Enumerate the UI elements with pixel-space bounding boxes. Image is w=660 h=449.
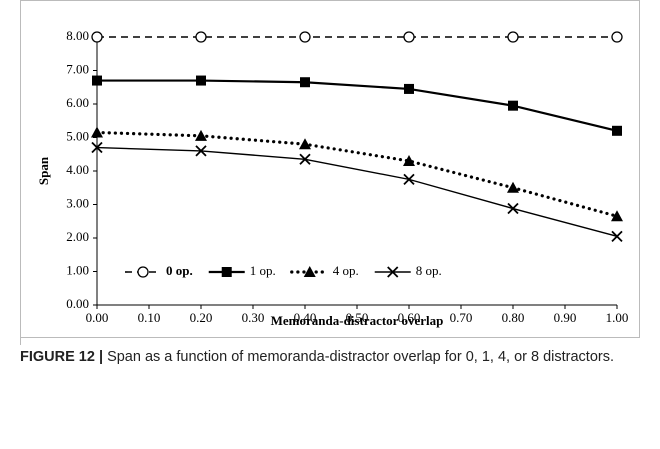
marker-shape [195, 31, 207, 43]
marker-shape [299, 31, 311, 43]
x-tick-label: 0.90 [554, 310, 577, 325]
marker-shape [611, 210, 623, 222]
y-tick-label: 1.00 [66, 262, 89, 277]
marker-shape [221, 267, 232, 277]
caption-label: FIGURE 12 | [20, 349, 104, 365]
marker [507, 202, 519, 215]
x-tick-label: 1.00 [606, 310, 629, 325]
marker-shape [403, 173, 415, 186]
marker [612, 125, 622, 136]
series-line [97, 79, 618, 132]
marker [196, 75, 206, 86]
marker [403, 154, 415, 166]
y-tick-label: 2.00 [66, 229, 89, 244]
marker [300, 77, 310, 88]
legend-label: 4 op. [333, 263, 359, 278]
marker-shape [92, 75, 102, 86]
series-line [95, 130, 619, 218]
marker-shape [91, 31, 103, 43]
marker-shape [300, 77, 310, 88]
marker [91, 31, 103, 43]
marker [303, 266, 316, 277]
x-tick-label: 0.60 [398, 310, 421, 325]
y-tick-label: 8.00 [66, 28, 89, 43]
marker [508, 100, 518, 111]
marker-shape [196, 75, 206, 86]
marker-shape [303, 266, 316, 277]
y-axis-label: Span [36, 156, 51, 185]
caption: FIGURE 12 | Span as a function of memora… [20, 345, 635, 369]
marker [221, 267, 232, 277]
marker [91, 126, 103, 138]
x-tick-label: 0.50 [346, 310, 369, 325]
series-line [96, 146, 618, 238]
legend-item: 4 op. [290, 263, 359, 278]
marker-shape [137, 266, 149, 278]
marker [91, 141, 103, 154]
marker-shape [404, 83, 414, 94]
x-tick-label: 0.40 [294, 310, 317, 325]
marker-shape [299, 153, 311, 165]
marker-shape [195, 129, 207, 141]
chart-frame [20, 0, 640, 338]
x-tick-label: 0.30 [242, 310, 265, 325]
y-tick-label: 5.00 [66, 128, 89, 143]
legend-label: 8 op. [416, 263, 442, 278]
marker-shape [91, 141, 103, 154]
marker [92, 75, 102, 86]
marker [387, 266, 399, 278]
marker-shape [612, 125, 622, 136]
marker-shape [507, 181, 519, 193]
marker [299, 31, 311, 43]
marker [404, 83, 414, 94]
y-tick-label: 7.00 [66, 61, 89, 76]
marker-shape [387, 266, 399, 278]
marker [611, 31, 623, 43]
marker [299, 153, 311, 165]
marker-shape [195, 145, 207, 157]
marker-shape [508, 100, 518, 111]
marker [507, 181, 519, 193]
marker-shape [91, 126, 103, 138]
marker-shape [507, 31, 519, 43]
y-tick-label: 3.00 [66, 195, 89, 210]
legend-item: 1 op. [208, 263, 276, 278]
x-tick-label: 0.20 [190, 310, 213, 325]
y-tick-label: 0.00 [66, 296, 89, 311]
x-tick-label: 0.10 [138, 310, 161, 325]
x-tick-label: 0.80 [502, 310, 525, 325]
x-tick-label: 0.00 [86, 310, 109, 325]
legend-item: 0 op. [125, 263, 193, 278]
legend-label: 0 op. [166, 263, 193, 278]
marker-shape [403, 31, 415, 43]
marker [611, 230, 623, 242]
marker-shape [611, 230, 623, 242]
x-tick-label: 0.70 [450, 310, 473, 325]
marker [507, 31, 519, 43]
y-tick-label: 4.00 [66, 162, 89, 177]
caption-text: Span as a function of memoranda-distract… [107, 349, 615, 365]
marker-shape [299, 138, 311, 150]
legend-item: 8 op. [374, 263, 442, 278]
legend-label: 1 op. [250, 263, 276, 278]
marker [195, 145, 207, 157]
y-tick-label: 6.00 [66, 95, 89, 110]
marker [403, 173, 415, 186]
marker-shape [611, 31, 623, 43]
marker [195, 129, 207, 141]
marker [137, 266, 149, 278]
marker-shape [507, 202, 519, 215]
marker [195, 31, 207, 43]
marker-shape [403, 154, 415, 166]
x-axis-label: Memoranda-distractor overlap [271, 313, 444, 328]
marker [299, 138, 311, 150]
marker [403, 31, 415, 43]
marker [611, 210, 623, 222]
chart: Span Memoranda-distractor overlap 0.00 1.… [20, 0, 640, 345]
